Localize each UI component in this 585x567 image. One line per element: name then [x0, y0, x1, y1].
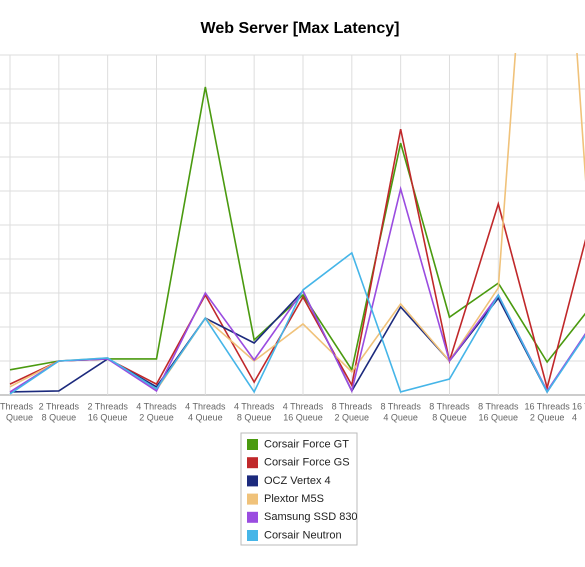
- x-tick-label: 2 Queue: [139, 412, 174, 422]
- legend-label: Corsair Force GT: [264, 438, 349, 450]
- x-tick-label: 4 Queue: [188, 412, 223, 422]
- legend-box: [240, 432, 358, 546]
- legend-swatch: [247, 511, 258, 523]
- x-tick-label: 4 Threads: [234, 401, 275, 411]
- x-tick-label: Threads: [0, 401, 33, 411]
- x-tick-label: 16 Queue: [479, 412, 519, 422]
- x-tick-label: Queue: [6, 412, 33, 422]
- legend-swatch: [247, 475, 258, 487]
- legend-swatch: [247, 439, 258, 450]
- x-tick-label: 2 Threads: [39, 401, 80, 411]
- grid: [0, 54, 585, 396]
- x-tick-label: 4 Queue: [383, 412, 418, 422]
- legend-swatch: [247, 493, 258, 505]
- x-tick-label: 8 Threads: [478, 401, 519, 411]
- x-tick-label: 4 Threads: [283, 401, 324, 411]
- x-tick-label: 8 Threads: [332, 401, 373, 411]
- series-line: [9, 251, 585, 395]
- x-tick-label: 2 Threads: [87, 401, 128, 411]
- x-tick-label: 16 T: [572, 401, 585, 411]
- x-tick-label: 2 Queue: [335, 412, 370, 422]
- x-tick-label: 16 Queue: [283, 412, 323, 422]
- legend-swatch: [247, 530, 258, 541]
- legend-label: Corsair Neutron: [264, 529, 342, 541]
- x-tick-label: 8 Queue: [432, 412, 467, 422]
- x-tick-label: 16 Threads: [524, 401, 570, 411]
- plot: [9, 53, 585, 395]
- x-tick-label: 8 Queue: [237, 412, 272, 422]
- legend-label: OCZ Vertex 4: [264, 475, 331, 487]
- x-tick-label: 4 Threads: [136, 401, 177, 411]
- x-tick-label: 8 Threads: [429, 401, 470, 411]
- legend-label: Plextor M5S: [264, 493, 324, 505]
- chart-title: Web Server [Max Latency]: [201, 20, 400, 37]
- x-tick-label: 2 Queue: [530, 412, 565, 422]
- x-tick-label: 4 Threads: [185, 401, 226, 411]
- x-tick-label: 16 Queue: [88, 412, 128, 422]
- x-tick-label: 4: [572, 412, 577, 422]
- legend-label: Corsair Force GS: [264, 457, 350, 469]
- x-tick-label: 8 Queue: [42, 412, 77, 422]
- legend-label: Samsung SSD 830: [264, 511, 358, 523]
- legend-swatch: [247, 457, 258, 469]
- x-tick-label: 8 Threads: [380, 401, 421, 411]
